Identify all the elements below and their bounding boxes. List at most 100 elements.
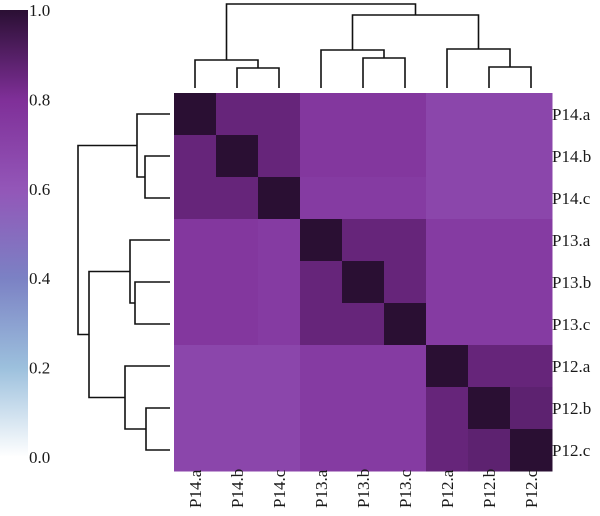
row-label: P12.b xyxy=(552,399,591,418)
dendrogram-branch xyxy=(351,14,480,50)
heatmap-cell xyxy=(174,261,217,304)
dendrogram-branch xyxy=(362,57,406,88)
heatmap-cell xyxy=(342,135,385,178)
dendrogram-branch xyxy=(77,144,137,336)
heatmap-cells xyxy=(174,93,553,472)
heatmap-cell xyxy=(468,429,511,472)
heatmap-cell xyxy=(342,429,385,472)
heatmap-cell xyxy=(384,93,427,136)
heatmap-cell xyxy=(174,135,217,178)
top-dendrogram xyxy=(194,3,532,88)
heatmap-cell xyxy=(510,387,553,430)
heatmap-cell xyxy=(258,387,301,430)
heatmap-cell xyxy=(468,261,511,304)
colorbar-tick-label: 0.6 xyxy=(29,180,50,199)
dendrogram-branch xyxy=(236,67,280,88)
colorbar-ticks: 0.0 0.2 0.4 0.6 0.8 1.0 xyxy=(29,1,51,467)
heatmap-cell xyxy=(216,219,259,262)
heatmap-cell xyxy=(426,303,469,346)
heatmap-cell xyxy=(258,303,301,346)
column-label: P14.b xyxy=(228,469,247,508)
row-label: P12.a xyxy=(552,357,591,376)
heatmap-cell xyxy=(258,261,301,304)
heatmap-cell xyxy=(384,177,427,220)
heatmap-cell xyxy=(258,93,301,136)
heatmap-cell xyxy=(216,387,259,430)
column-label: P12.c xyxy=(522,469,541,508)
heatmap-cell xyxy=(258,177,301,220)
heatmap-cell xyxy=(426,135,469,178)
heatmap-cell xyxy=(468,177,511,220)
row-labels: P14.a P14.b P14.c P13.a P13.b P13.c P12.a P12.b… xyxy=(552,105,591,460)
dendrogram-branch xyxy=(124,365,170,430)
heatmap-cell xyxy=(216,303,259,346)
heatmap-cell xyxy=(300,429,343,472)
heatmap-cell xyxy=(384,387,427,430)
column-label: P12.b xyxy=(480,469,499,508)
heatmap-cell xyxy=(510,219,553,262)
heatmap-cell xyxy=(468,303,511,346)
heatmap-cell xyxy=(426,177,469,220)
dendrogram-branch xyxy=(88,270,130,399)
heatmap-cell xyxy=(216,177,259,220)
heatmap-cell xyxy=(510,303,553,346)
heatmap-cell xyxy=(384,261,427,304)
heatmap-cell xyxy=(468,135,511,178)
heatmap-cell xyxy=(300,345,343,388)
heatmap-cell xyxy=(174,93,217,136)
heatmap-cell xyxy=(174,387,217,430)
heatmap-cell xyxy=(216,345,259,388)
heatmap-cell xyxy=(300,261,343,304)
heatmap-cell xyxy=(258,429,301,472)
heatmap-cell xyxy=(426,93,469,136)
heatmap-cell xyxy=(384,429,427,472)
heatmap-cell xyxy=(384,219,427,262)
dendrogram-branch xyxy=(225,3,417,60)
heatmap-cell xyxy=(426,219,469,262)
column-label: P13.c xyxy=(396,469,415,508)
heatmap-cell xyxy=(258,345,301,388)
heatmap-cell xyxy=(216,93,259,136)
colorbar-tick-label: 0.4 xyxy=(29,269,51,288)
column-label: P14.a xyxy=(186,469,205,508)
heatmap-cell xyxy=(342,93,385,136)
dendrogram-branch xyxy=(144,155,170,199)
heatmap-cell xyxy=(300,135,343,178)
heatmap-cell xyxy=(342,261,385,304)
dendrogram-branch xyxy=(134,281,170,325)
heatmap-cell xyxy=(510,135,553,178)
heatmap-cell xyxy=(426,387,469,430)
heatmap-cell xyxy=(426,429,469,472)
column-label: P14.c xyxy=(270,469,289,508)
colorbar-tick-label: 0.8 xyxy=(29,90,50,109)
row-label: P12.c xyxy=(552,441,591,460)
heatmap-cell xyxy=(510,345,553,388)
dendrogram-branch xyxy=(194,59,259,88)
heatmap-cell xyxy=(216,261,259,304)
heatmap-cell xyxy=(384,135,427,178)
heatmap-cell xyxy=(174,345,217,388)
heatmap-cell xyxy=(426,261,469,304)
heatmap-cell xyxy=(258,219,301,262)
heatmap-cell xyxy=(468,219,511,262)
row-label: P13.c xyxy=(552,315,591,334)
heatmap-cell xyxy=(384,303,427,346)
left-dendrogram xyxy=(77,113,170,451)
column-label: P13.a xyxy=(312,469,331,508)
dendrogram-branch xyxy=(129,239,170,304)
heatmap-cell xyxy=(468,345,511,388)
heatmap-cell xyxy=(216,135,259,178)
row-label: P14.b xyxy=(552,147,591,166)
column-label: P13.b xyxy=(354,469,373,508)
dendrogram-branch xyxy=(488,66,532,88)
heatmap-cell xyxy=(300,303,343,346)
colorbar-tick-label: 1.0 xyxy=(29,1,50,20)
column-labels: P14.a P14.b P14.c P13.a P13.b P13.c P12.a P12.b… xyxy=(186,469,541,508)
heatmap-cell xyxy=(510,261,553,304)
heatmap-cell xyxy=(510,177,553,220)
heatmap-cell xyxy=(510,429,553,472)
heatmap-cell xyxy=(342,177,385,220)
heatmap-cell xyxy=(258,135,301,178)
colorbar-tick-label: 0.2 xyxy=(29,359,50,378)
